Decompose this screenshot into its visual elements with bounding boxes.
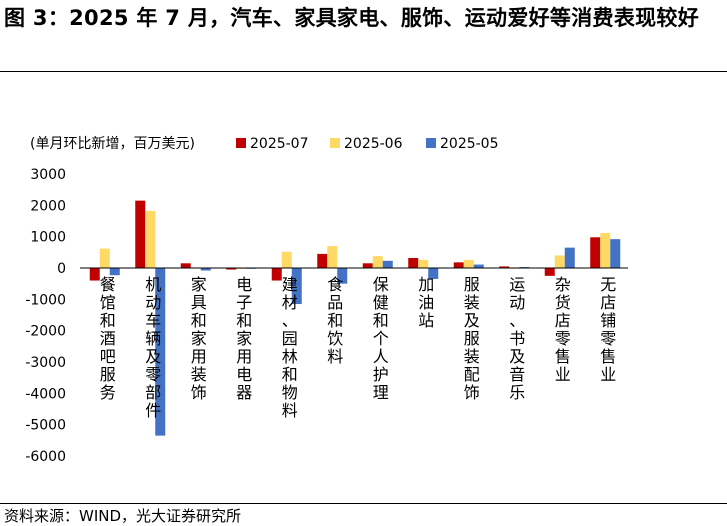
legend-label-2025-06: 2025-06 xyxy=(344,136,403,152)
bar-2025-07-0 xyxy=(89,268,100,281)
bar-2025-06-6 xyxy=(372,256,383,268)
bar-2025-05-2 xyxy=(200,268,211,271)
legend-swatch-2025-05 xyxy=(426,138,436,148)
y-tick-label: 1000 xyxy=(30,230,66,246)
x-category-label: 服装及服装配饰 xyxy=(464,275,480,402)
bar-2025-05-10 xyxy=(564,247,575,268)
chart-unit-label: (单月环比新增，百万美元) xyxy=(30,136,195,152)
bar-2025-07-2 xyxy=(180,263,191,268)
bar-2025-07-9 xyxy=(499,266,510,268)
x-category-label: 无店铺零售业 xyxy=(600,275,616,384)
y-tick-label: -6000 xyxy=(25,449,66,465)
bar-chart: (单月环比新增，百万美元) 2025-07 2025-06 2025-05 3000… xyxy=(25,136,628,465)
y-tick-label: -2000 xyxy=(25,324,66,340)
x-category-label: 杂货店零售业 xyxy=(555,275,571,384)
bar-2025-06-10 xyxy=(554,255,565,268)
x-category-label: 运动、书及音乐 xyxy=(509,275,525,402)
bar-2025-05-11 xyxy=(610,239,621,268)
legend-swatch-2025-06 xyxy=(330,138,340,148)
x-axis-labels: 餐馆和酒吧服务 机动车辆及零部件 家具和家用装饰 电子和家用电器 建材、园林和物料 食品和… xyxy=(100,275,617,420)
x-category-label: 食品和饮料 xyxy=(327,275,343,366)
bar-2025-05-1 xyxy=(155,268,166,436)
bar-2025-05-8 xyxy=(473,264,484,268)
x-category-label: 电子和家用电器 xyxy=(236,275,252,402)
bar-2025-07-5 xyxy=(317,253,328,268)
y-tick-label: -5000 xyxy=(25,418,66,434)
source-note: 资料来源：WIND，光大证券研究所 xyxy=(4,507,242,525)
y-tick-label: 2000 xyxy=(30,198,66,214)
bar-2025-06-4 xyxy=(281,251,292,268)
x-category-label: 加油站 xyxy=(418,275,434,330)
bar-2025-05-6 xyxy=(382,260,393,268)
bar-2025-06-0 xyxy=(99,248,110,268)
bar-2025-07-3 xyxy=(226,268,237,270)
x-category-label: 机动车辆及零部件 xyxy=(145,275,161,420)
source-divider xyxy=(0,503,727,504)
bar-2025-05-0 xyxy=(109,268,120,276)
bar-2025-05-5 xyxy=(337,268,348,284)
bar-2025-07-8 xyxy=(453,262,464,268)
bar-2025-07-7 xyxy=(408,257,419,268)
bar-2025-05-4 xyxy=(291,268,302,305)
x-category-label: 建材、园林和物料 xyxy=(282,275,298,420)
y-axis: 3000 2000 1000 0 -1000 -2000 -3000 -4000 -5000 -6… xyxy=(25,167,66,465)
x-category-label: 餐馆和酒吧服务 xyxy=(100,275,116,402)
y-tick-label: -3000 xyxy=(25,355,66,371)
bar-2025-07-4 xyxy=(271,268,282,281)
bars xyxy=(89,200,621,436)
bar-2025-06-7 xyxy=(418,259,429,268)
y-tick-label: 0 xyxy=(57,261,66,277)
title-divider xyxy=(0,71,727,72)
x-category-label: 保健和个人护理 xyxy=(373,275,389,402)
bar-2025-05-7 xyxy=(428,268,439,279)
y-tick-label: -4000 xyxy=(25,386,66,402)
bar-2025-06-8 xyxy=(463,259,474,268)
bar-2025-07-11 xyxy=(590,237,601,268)
figure-title: 图 3：2025 年 7 月，汽车、家具家电、服饰、运动爱好等消费表现较好 xyxy=(4,6,700,30)
legend: 2025-07 2025-06 2025-05 xyxy=(236,136,499,152)
legend-swatch-2025-07 xyxy=(236,138,246,148)
bar-2025-07-1 xyxy=(135,200,146,268)
bar-2025-06-5 xyxy=(327,246,338,268)
bar-2025-06-1 xyxy=(145,210,156,268)
y-tick-label: -1000 xyxy=(25,292,66,308)
y-tick-label: 3000 xyxy=(30,167,66,183)
x-category-label: 家具和家用装饰 xyxy=(191,275,207,402)
legend-label-2025-07: 2025-07 xyxy=(250,136,309,152)
bar-2025-06-11 xyxy=(600,232,611,268)
legend-label-2025-05: 2025-05 xyxy=(440,136,499,152)
bar-2025-07-10 xyxy=(544,268,555,276)
bar-2025-07-6 xyxy=(362,263,373,268)
